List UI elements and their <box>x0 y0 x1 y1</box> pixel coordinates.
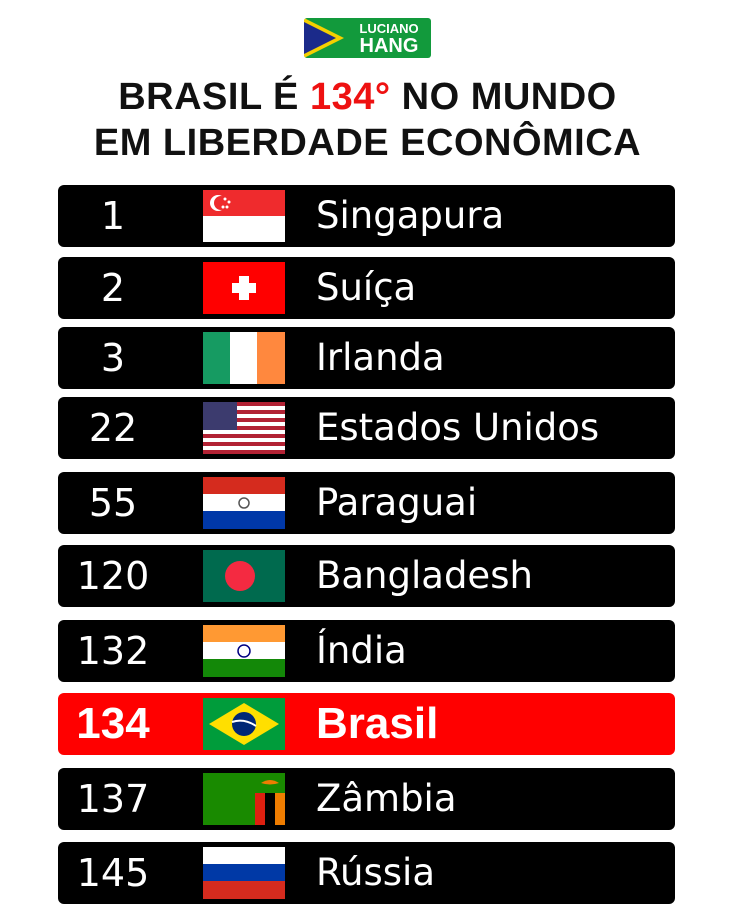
title: BRASIL É 134° NO MUNDO <box>0 76 735 119</box>
flag <box>203 847 285 899</box>
rank-row: 1 Singapura <box>58 185 675 247</box>
country: Paraguai <box>316 481 478 524</box>
country: Estados Unidos <box>316 406 600 449</box>
rank-row: 145 Rússia <box>58 842 675 904</box>
title: EM LIBERDADE ECONÔMICA <box>93 122 642 164</box>
rank-row: 137 Zâmbia <box>58 768 675 830</box>
country: Brasil <box>316 699 439 748</box>
rank-row: 132 Índia <box>58 620 675 682</box>
rank-row: 55 Paraguai <box>58 472 675 534</box>
flag <box>203 332 285 384</box>
rank: 137 <box>76 777 150 821</box>
country: Índia <box>316 629 407 672</box>
rank: 145 <box>76 851 150 895</box>
country: Rússia <box>316 851 436 894</box>
rank: 3 <box>100 336 126 380</box>
rank-row: 134 Brasil <box>58 693 675 755</box>
country: Singapura <box>316 194 505 237</box>
country: Suíça <box>316 266 417 309</box>
country: Irlanda <box>316 336 445 379</box>
logo-text: LUCIANO <box>359 21 419 36</box>
title-text: BRASIL É <box>118 76 299 118</box>
flag <box>203 625 285 677</box>
flag <box>203 773 285 825</box>
rank: 132 <box>76 629 150 673</box>
flag <box>203 698 285 750</box>
logo-text: HANG <box>359 35 419 57</box>
country: Bangladesh <box>316 554 533 597</box>
logo: LUCIANO HANG <box>304 18 431 58</box>
flag <box>203 262 285 314</box>
logo-icon <box>304 18 344 58</box>
title-highlight: 134° <box>309 76 391 118</box>
rank-row: 2 Suíça <box>58 257 675 319</box>
flag <box>203 550 285 602</box>
rank: 134 <box>76 699 150 748</box>
rank: 120 <box>76 554 150 598</box>
country: Zâmbia <box>316 777 457 820</box>
rank: 2 <box>100 266 126 310</box>
flag <box>203 477 285 529</box>
rank: 1 <box>100 194 126 238</box>
rank: 55 <box>88 481 138 525</box>
rank-row: 22 Estados Unidos <box>58 397 675 459</box>
rank-row: 120 Bangladesh <box>58 545 675 607</box>
rank-row: 3 Irlanda <box>58 327 675 389</box>
rank: 22 <box>88 406 138 450</box>
title-text: NO MUNDO <box>401 76 617 118</box>
flag <box>203 190 285 242</box>
flag <box>203 402 285 454</box>
